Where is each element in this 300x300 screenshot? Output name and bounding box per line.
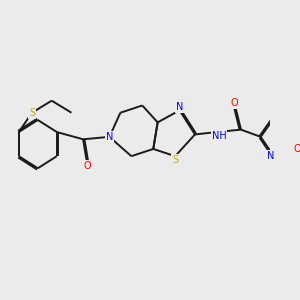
Text: O: O — [231, 98, 238, 108]
Text: N: N — [106, 132, 113, 142]
Text: S: S — [172, 155, 178, 165]
Text: NH: NH — [212, 131, 226, 141]
Text: N: N — [176, 102, 183, 112]
Text: S: S — [29, 108, 35, 118]
Text: O: O — [293, 144, 300, 154]
Text: O: O — [84, 161, 91, 171]
Text: N: N — [267, 151, 274, 161]
